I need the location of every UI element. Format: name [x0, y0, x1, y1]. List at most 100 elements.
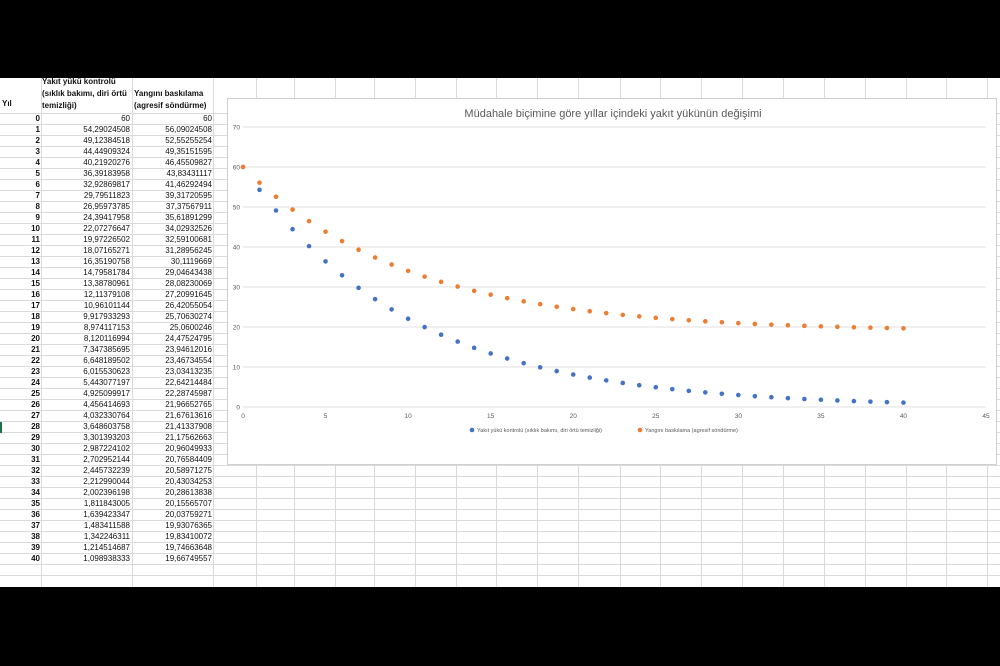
cell-fire-suppression[interactable]: 19,74663648	[165, 543, 212, 552]
cell-year[interactable]: 30	[31, 444, 40, 453]
cell-fuel-control[interactable]: 8,120116994	[83, 334, 130, 343]
cell-fuel-control[interactable]: 2,702952144	[83, 455, 130, 464]
cell-fire-suppression[interactable]: 20,03759271	[165, 510, 212, 519]
cell-fire-suppression[interactable]: 23,03413235	[165, 367, 212, 376]
cell-fire-suppression[interactable]: 39,31720595	[165, 191, 212, 200]
cell-fuel-control[interactable]: 3,648603758	[83, 422, 130, 431]
cell-fire-suppression[interactable]: 23,46734554	[165, 356, 212, 365]
cell-fire-suppression[interactable]: 29,04643438	[165, 268, 212, 277]
cell-year[interactable]: 10	[31, 224, 40, 233]
cell-year[interactable]: 0	[35, 114, 40, 123]
cell-fire-suppression[interactable]: 23,94612016	[165, 345, 212, 354]
cell-year[interactable]: 8	[35, 202, 40, 211]
cell-fire-suppression[interactable]: 43,83431117	[166, 169, 212, 178]
cell-fuel-control[interactable]: 7,347385695	[83, 345, 130, 354]
cell-fuel-control[interactable]: 60	[121, 114, 130, 123]
cell-year[interactable]: 15	[31, 279, 40, 288]
cell-fuel-control[interactable]: 10,96101144	[83, 301, 130, 310]
cell-fire-suppression[interactable]: 21,41337908	[165, 422, 212, 431]
cell-fire-suppression[interactable]: 19,83410072	[165, 532, 212, 541]
cell-fuel-control[interactable]: 49,12384518	[83, 136, 130, 145]
cell-fuel-control[interactable]: 2,002396198	[83, 488, 130, 497]
cell-fire-suppression[interactable]: 60	[203, 114, 212, 123]
cell-year[interactable]: 18	[31, 312, 40, 321]
cell-year[interactable]: 37	[31, 521, 40, 530]
cell-year[interactable]: 6	[35, 180, 40, 189]
cell-year[interactable]: 13	[31, 257, 40, 266]
cell-year[interactable]: 34	[31, 488, 40, 497]
cell-fire-suppression[interactable]: 37,37567911	[165, 202, 212, 211]
cell-fire-suppression[interactable]: 20,58971275	[165, 466, 212, 475]
cell-year[interactable]: 32	[31, 466, 40, 475]
cell-fire-suppression[interactable]: 20,28613838	[165, 488, 212, 497]
cell-year[interactable]: 27	[31, 411, 40, 420]
cell-fire-suppression[interactable]: 41,46292494	[165, 180, 212, 189]
cell-year[interactable]: 5	[35, 169, 40, 178]
cell-fuel-control[interactable]: 40,21920276	[83, 158, 130, 167]
cell-fuel-control[interactable]: 22,07276647	[83, 224, 130, 233]
cell-year[interactable]: 38	[31, 532, 40, 541]
cell-fire-suppression[interactable]: 25,0600246	[169, 323, 212, 332]
cell-fire-suppression[interactable]: 21,67613616	[165, 411, 212, 420]
cell-year[interactable]: 33	[31, 477, 40, 486]
cell-fuel-control[interactable]: 32,92869817	[83, 180, 130, 189]
cell-year[interactable]: 19	[31, 323, 40, 332]
cell-fuel-control[interactable]: 2,212990044	[83, 477, 130, 486]
cell-year[interactable]: 2	[35, 136, 40, 145]
cell-year[interactable]: 14	[31, 268, 40, 277]
cell-year[interactable]: 40	[31, 554, 40, 563]
cell-fire-suppression[interactable]: 35,61891299	[165, 213, 212, 222]
cell-fuel-control[interactable]: 24,39417958	[83, 213, 130, 222]
cell-fuel-control[interactable]: 8,974117153	[83, 323, 130, 332]
header-fire-suppression[interactable]: Yangını baskılama (agresif söndürme)	[134, 89, 207, 110]
cell-fire-suppression[interactable]: 22,28745987	[165, 389, 212, 398]
cell-year[interactable]: 4	[35, 158, 40, 167]
cell-year[interactable]: 21	[31, 345, 40, 354]
cell-fire-suppression[interactable]: 26,42055054	[165, 301, 212, 310]
cell-fuel-control[interactable]: 19,97226502	[83, 235, 130, 244]
cell-year[interactable]: 35	[31, 499, 40, 508]
header-fuel-control[interactable]: Yakıt yükü kontrolü (sıklık bakımı, diri…	[42, 78, 127, 110]
header-year[interactable]: Yıl	[2, 99, 12, 108]
chart[interactable]: Müdahale biçimine göre yıllar içindeki y…	[227, 98, 997, 465]
cell-fire-suppression[interactable]: 20,96049933	[165, 444, 212, 453]
cell-year[interactable]: 11	[31, 235, 40, 244]
cell-fire-suppression[interactable]: 19,66749557	[165, 554, 212, 563]
cell-year[interactable]: 24	[31, 378, 40, 387]
cell-fuel-control[interactable]: 1,098938333	[83, 554, 130, 563]
cell-fire-suppression[interactable]: 25,70630274	[165, 312, 212, 321]
cell-year[interactable]: 39	[31, 543, 40, 552]
cell-fuel-control[interactable]: 26,95973785	[83, 202, 130, 211]
cell-fuel-control[interactable]: 36,39183958	[83, 169, 130, 178]
cell-fuel-control[interactable]: 6,015530623	[83, 367, 130, 376]
cell-fuel-control[interactable]: 1,811843005	[83, 499, 130, 508]
cell-fuel-control[interactable]: 18,07165271	[83, 246, 130, 255]
cell-year[interactable]: 12	[31, 246, 40, 255]
cell-fire-suppression[interactable]: 34,02932526	[165, 224, 212, 233]
cell-fuel-control[interactable]: 1,214514687	[83, 543, 130, 552]
cell-fire-suppression[interactable]: 20,43034253	[165, 477, 212, 486]
cell-year[interactable]: 22	[31, 356, 40, 365]
cell-fuel-control[interactable]: 12,11379108	[83, 290, 130, 299]
cell-fire-suppression[interactable]: 28,08230069	[165, 279, 212, 288]
cell-year[interactable]: 29	[31, 433, 40, 442]
cell-fuel-control[interactable]: 6,648189502	[83, 356, 130, 365]
cell-year[interactable]: 3	[35, 147, 40, 156]
cell-fuel-control[interactable]: 1,342246311	[83, 532, 130, 541]
cell-fire-suppression[interactable]: 21,17562663	[165, 433, 212, 442]
cell-fire-suppression[interactable]: 30,1119669	[170, 257, 212, 266]
cell-fuel-control[interactable]: 1,639423347	[83, 510, 130, 519]
cell-fuel-control[interactable]: 2,445732239	[83, 466, 130, 475]
cell-fire-suppression[interactable]: 27,20991645	[165, 290, 212, 299]
cell-fire-suppression[interactable]: 56,09024508	[165, 125, 212, 134]
cell-fuel-control[interactable]: 54,29024508	[83, 125, 130, 134]
cell-fuel-control[interactable]: 4,925099917	[83, 389, 130, 398]
cell-year[interactable]: 9	[35, 213, 40, 222]
cell-fire-suppression[interactable]: 52,55255254	[165, 136, 212, 145]
cell-fuel-control[interactable]: 14,79581784	[83, 268, 130, 277]
cell-year[interactable]: 36	[31, 510, 40, 519]
cell-year[interactable]: 17	[31, 301, 40, 310]
cell-fuel-control[interactable]: 44,44909324	[83, 147, 130, 156]
cell-fuel-control[interactable]: 4,032330764	[83, 411, 130, 420]
cell-fuel-control[interactable]: 5,443077197	[83, 378, 130, 387]
